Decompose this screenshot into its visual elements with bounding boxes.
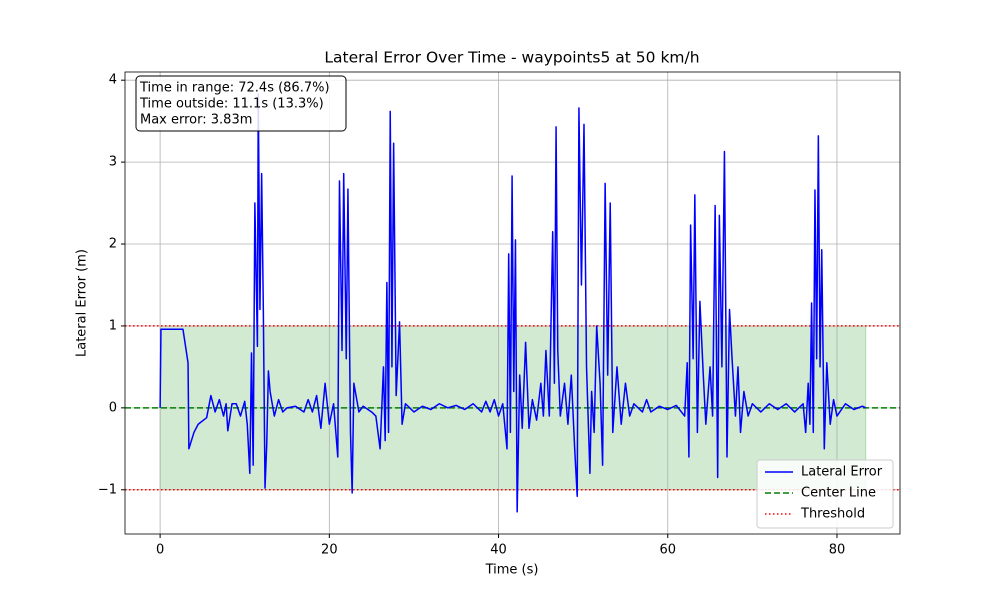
annotation-box — [135, 75, 347, 132]
annotation-text: Time in range: 72.4s (86.7%) — [139, 81, 330, 96]
x-tick-label: 60 — [659, 543, 676, 558]
x-tick-label: 80 — [829, 543, 846, 558]
legend-label: Lateral Error — [801, 465, 883, 480]
y-tick-label: 0 — [109, 400, 117, 415]
legend-label: Center Line — [801, 486, 876, 501]
chart-title: Lateral Error Over Time - waypoints5 at … — [324, 49, 699, 67]
legend-box — [756, 459, 894, 529]
data-line — [159, 93, 867, 513]
y-tick-label: 2 — [109, 237, 117, 252]
annotation-text: Max error: 3.83m — [140, 113, 252, 128]
x-tick-label: 0 — [156, 543, 164, 558]
x-tick-label: 20 — [321, 543, 338, 558]
x-tick-label: 40 — [490, 543, 507, 558]
y-tick-label: 1 — [109, 318, 117, 333]
y-tick-label: −1 — [98, 482, 117, 497]
plot-frame — [124, 71, 901, 535]
y-tick-label: 3 — [109, 155, 117, 170]
legend-label: Threshold — [800, 507, 865, 522]
y-axis-label: Lateral Error (m) — [75, 249, 90, 357]
y-tick-label: 4 — [109, 73, 117, 88]
x-axis-label: Time (s) — [485, 563, 539, 578]
annotation-text: Time outside: 11.1s (13.3%) — [139, 97, 324, 112]
